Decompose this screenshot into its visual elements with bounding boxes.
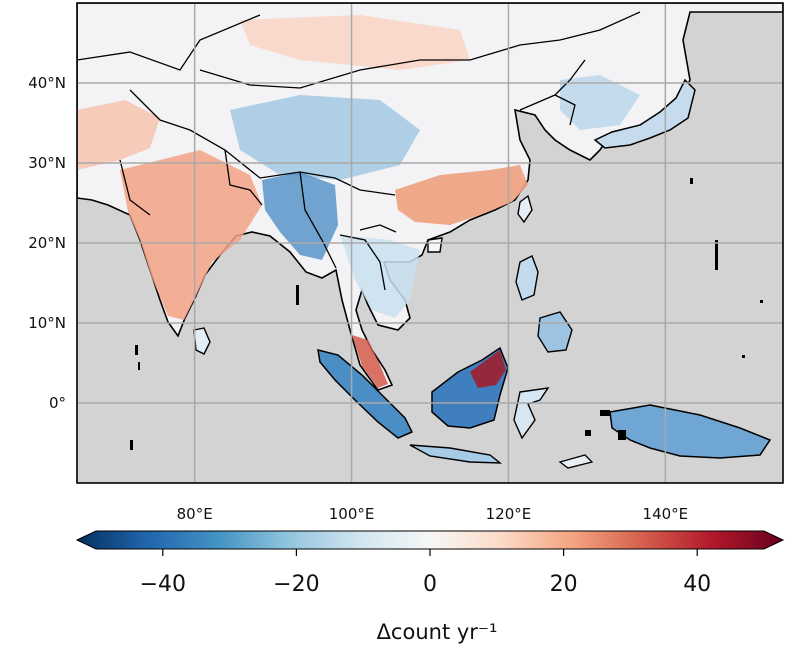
lon-tick-label: 100°E: [328, 505, 375, 523]
lon-tick-label: 80°E: [176, 505, 213, 523]
land-timor: [558, 454, 594, 469]
trend-zone-tibet: [230, 95, 420, 180]
lat-tick-label: 40°N: [28, 74, 66, 92]
land-philippines-mindanao: [537, 311, 573, 353]
land-sri-lanka: [193, 327, 211, 355]
colorbar-tick-label: 40: [683, 572, 712, 597]
land-sulawesi: [513, 387, 550, 440]
land-layer: [77, 3, 783, 469]
trend-zone-myanmar: [262, 172, 338, 260]
colorbar-bar: [75, 530, 785, 550]
land-new-guinea: [609, 404, 772, 459]
colorbar-tick-label: 20: [549, 572, 578, 597]
gridlines: [77, 3, 783, 483]
lat-tick-label: 0°: [48, 394, 66, 412]
trend-zone-india: [120, 150, 262, 320]
land-philippines-luzon: [515, 255, 539, 301]
lat-tick-label: 20°N: [28, 234, 66, 252]
trend-zone-malay-peninsula: [352, 335, 388, 388]
colorbar-tick-label: 0: [423, 572, 437, 597]
land-sumatra: [317, 348, 414, 439]
colorbar: [75, 530, 785, 556]
trend-zone-mongolia: [240, 15, 470, 70]
lon-tick-label: 140°E: [642, 505, 689, 523]
map-frame: [76, 2, 784, 484]
trend-zone-indochina: [340, 235, 420, 318]
lat-tick-label: 10°N: [28, 314, 66, 332]
trend-zone-borneo-north: [470, 350, 506, 388]
small-islands: [130, 178, 763, 450]
colorbar-ticks: [162, 549, 698, 556]
lat-tick-label: 30°N: [28, 154, 66, 172]
colorbar-tick-label: −40: [139, 572, 187, 597]
land-java: [409, 444, 503, 464]
trend-zone-west-asia: [77, 100, 160, 170]
land-taiwan: [517, 194, 533, 224]
trend-zone-japan-korea: [560, 75, 640, 130]
country-borders: [77, 11, 641, 291]
colorbar-tick-label: −20: [273, 572, 320, 597]
land-japan: [593, 78, 696, 149]
map-panel: [76, 2, 784, 484]
colorbar-label: Δcount yr⁻¹: [376, 620, 498, 644]
trend-zone-south-china: [395, 165, 528, 225]
lon-tick-label: 120°E: [485, 505, 532, 523]
land-hainan: [427, 237, 443, 253]
